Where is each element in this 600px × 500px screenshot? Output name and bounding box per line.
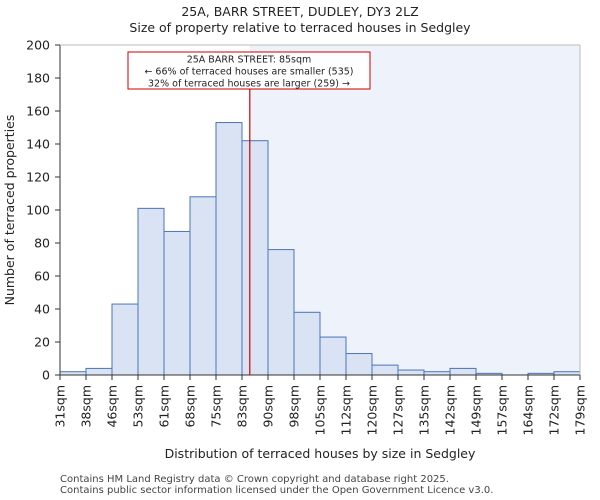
annotation-box [127, 51, 371, 90]
bar [241, 140, 269, 376]
y-tick-label: 140 [26, 137, 50, 152]
x-tick-label: 157sqm [495, 385, 510, 435]
x-tick-label: 112sqm [339, 385, 354, 435]
x-tick-label: 142sqm [443, 385, 458, 435]
x-tick-label: 120sqm [365, 385, 380, 435]
chart-subtitle: Size of property relative to terraced ho… [129, 20, 471, 35]
chart-title: 25A, BARR STREET, DUDLEY, DY3 2LZ [181, 4, 419, 19]
bar [189, 196, 217, 376]
bar [137, 207, 165, 376]
x-tick-label: 90sqm [261, 385, 276, 428]
bar [345, 353, 373, 376]
y-tick-label: 0 [42, 368, 50, 383]
annotation-line-1: 25A BARR STREET: 85sqm [187, 55, 312, 66]
annotation-line-3: 32% of terraced houses are larger (259) … [148, 79, 350, 90]
y-tick-label: 120 [26, 170, 50, 185]
x-tick-label: 46sqm [105, 385, 120, 428]
y-tick-label: 60 [34, 269, 50, 284]
y-tick-label: 80 [34, 236, 50, 251]
x-tick-label: 135sqm [417, 385, 432, 435]
x-tick-label: 83sqm [235, 385, 250, 428]
bar [449, 367, 477, 376]
y-tick-label: 40 [34, 302, 50, 317]
bar [293, 311, 321, 376]
x-tick-label: 31sqm [53, 385, 68, 428]
y-tick-label: 200 [26, 38, 50, 53]
bar [163, 230, 191, 376]
bar [215, 122, 243, 376]
x-tick-label: 149sqm [469, 385, 484, 435]
bar [371, 364, 399, 376]
x-tick-label: 179sqm [573, 385, 588, 435]
x-tick-label: 53sqm [131, 385, 146, 428]
bar [267, 249, 295, 376]
x-tick-label: 61sqm [157, 385, 172, 428]
x-tick-label: 164sqm [521, 385, 536, 435]
y-tick-label: 20 [34, 335, 50, 350]
x-tick-label: 172sqm [547, 385, 562, 435]
x-tick-label: 75sqm [209, 385, 224, 428]
x-tick-label: 98sqm [287, 385, 302, 428]
bar [111, 303, 139, 376]
y-tick-label: 160 [26, 104, 50, 119]
annotation-line-2: ← 66% of terraced houses are smaller (53… [144, 67, 353, 78]
histogram-bars [59, 122, 581, 376]
y-tick-label: 100 [26, 203, 50, 218]
bar [319, 336, 347, 376]
y-tick-label: 180 [26, 71, 50, 86]
bar [85, 367, 113, 376]
y-axis-label: Number of terraced properties [2, 115, 17, 306]
marker-annotation: 25A BARR STREET: 85sqm ← 66% of terraced… [127, 51, 371, 90]
x-tick-label: 105sqm [313, 385, 328, 435]
y-axis-ticks: 0 20 40 60 80 100 120 140 160 180 200 [26, 38, 60, 383]
x-axis-ticks: 31sqm 38sqm 46sqm 53sqm 61sqm 68sqm 75sqm 83sqm… [53, 375, 588, 435]
x-tick-label: 127sqm [391, 385, 406, 435]
x-tick-label: 38sqm [79, 385, 94, 428]
x-tick-label: 68sqm [183, 385, 198, 428]
x-axis-label: Distribution of terraced houses by size … [165, 446, 476, 461]
footer-line-2: Contains public sector information licen… [60, 485, 494, 496]
bar [397, 369, 425, 376]
footer-line-1: Contains HM Land Registry data © Crown c… [60, 474, 449, 485]
